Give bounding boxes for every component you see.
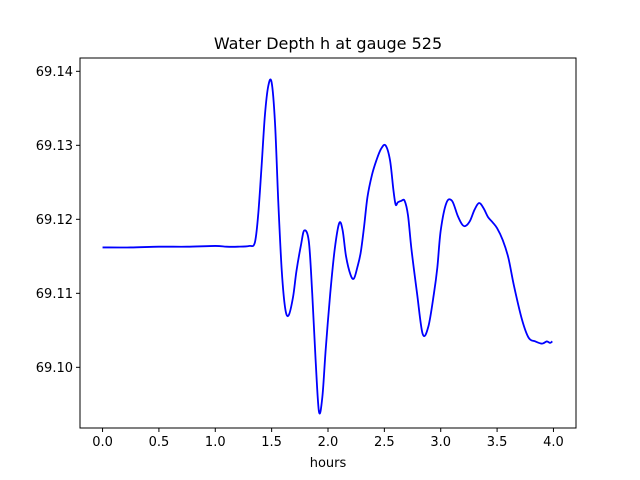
- x-tick-label: 2.5: [374, 435, 395, 450]
- x-tick-label: 2.0: [318, 435, 339, 450]
- y-tick-label: 69.12: [36, 213, 73, 228]
- x-tick-label: 3.0: [430, 435, 451, 450]
- chart-title: Water Depth h at gauge 525: [214, 34, 442, 53]
- x-tick-label: 3.5: [487, 435, 508, 450]
- x-axis-ticks: 0.0 0.5 1.0 1.5 2.0 2.5 3.0 3.5 4.0: [92, 428, 564, 450]
- plot-area: [80, 58, 576, 428]
- x-tick-label: 1.0: [205, 435, 226, 450]
- y-tick-label: 69.14: [36, 65, 73, 80]
- series-line: [102, 78, 553, 415]
- y-axis-ticks: 69.10 69.11 69.12 69.13 69.14: [36, 65, 80, 376]
- x-tick-label: 0.5: [149, 435, 170, 450]
- series-layer: [102, 78, 553, 415]
- y-tick-label: 69.11: [36, 287, 73, 302]
- x-tick-label: 1.5: [261, 435, 282, 450]
- x-tick-label: 0.0: [92, 435, 113, 450]
- x-axis-label: hours: [310, 456, 347, 471]
- x-tick-label: 4.0: [543, 435, 564, 450]
- y-tick-label: 69.13: [36, 139, 73, 154]
- y-tick-label: 69.10: [36, 361, 73, 376]
